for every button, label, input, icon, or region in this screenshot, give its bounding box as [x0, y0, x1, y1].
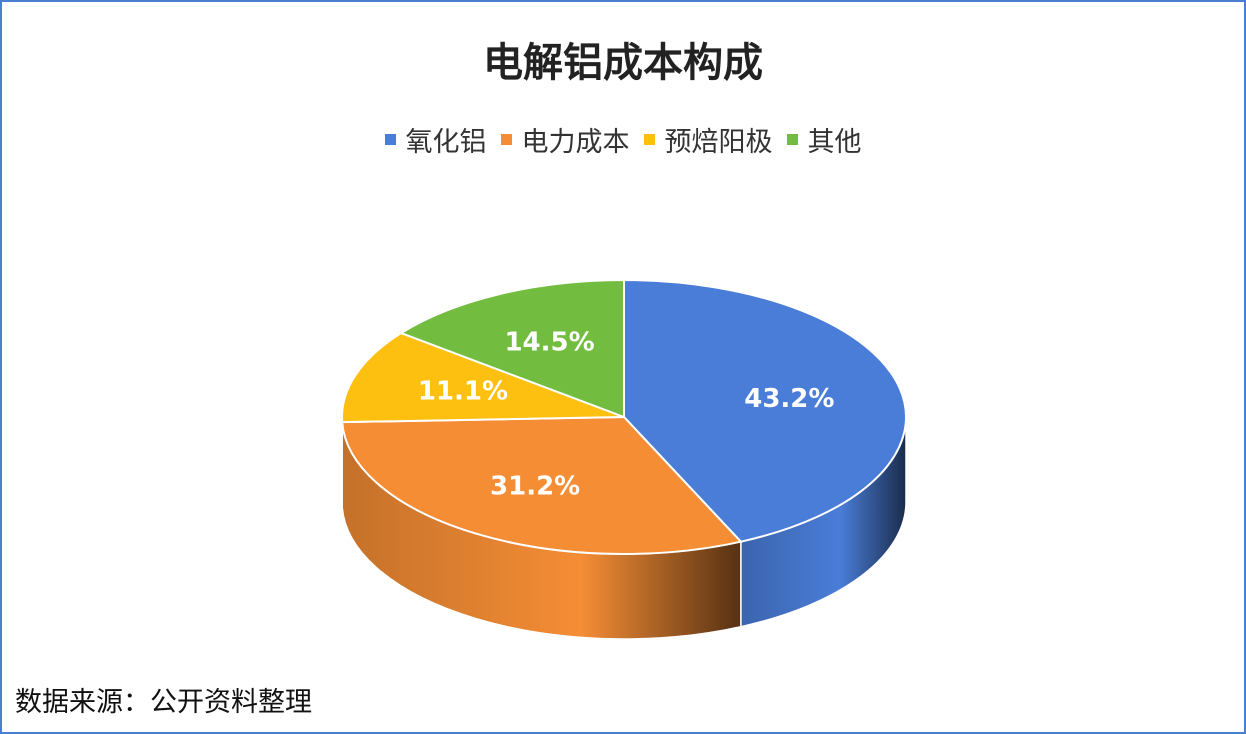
legend-label: 预焙阳极 [664, 127, 773, 158]
pie-slice [341, 415, 743, 555]
pie-slice [398, 278, 625, 419]
data-label: 43.2% [744, 384, 834, 414]
source-note: 数据来源：公开资料整理 [15, 687, 312, 718]
legend-item: 电力成本 [500, 120, 630, 159]
legend-swatch [500, 134, 512, 145]
data-label: 14.5% [504, 328, 594, 358]
chart-title: 电解铝成本构成 [483, 39, 763, 86]
legend-item: 其他 [786, 120, 862, 159]
legend-label: 电力成本 [521, 127, 630, 158]
data-label: 31.2% [490, 471, 580, 501]
legend-swatch [786, 134, 798, 145]
legend-swatch [643, 134, 655, 145]
data-label: 11.1% [418, 376, 508, 406]
legend-swatch [384, 134, 396, 145]
legend-label: 氧化铝 [405, 127, 487, 158]
pie-slice [341, 331, 625, 424]
legend-item: 氧化铝 [384, 120, 487, 159]
legend: 氧化铝 电力成本 预焙阳极 其他 [2, 120, 1244, 159]
legend-label: 其他 [807, 127, 862, 158]
pie-slice [623, 278, 907, 543]
legend-item: 预焙阳极 [643, 120, 773, 159]
